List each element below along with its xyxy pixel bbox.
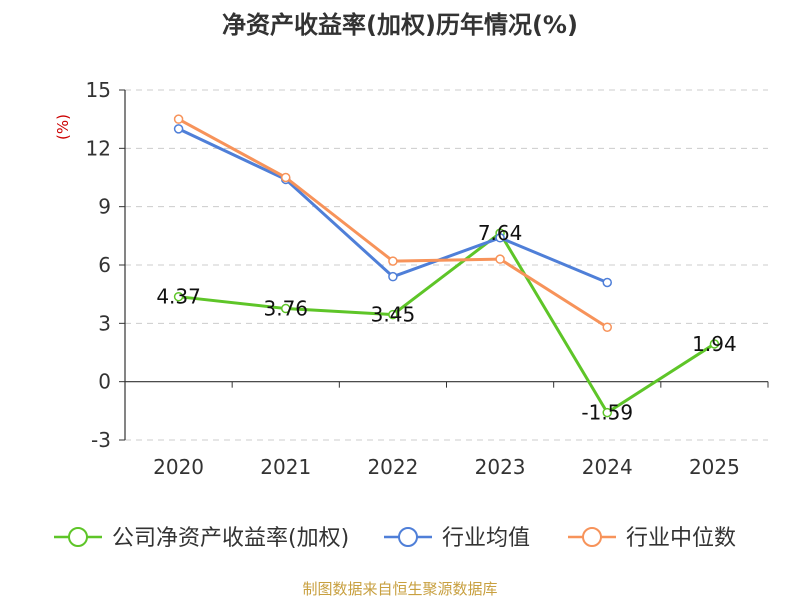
data-point: [173, 114, 184, 124]
data-label: 3.76: [263, 297, 308, 321]
legend-label: 行业中位数: [626, 526, 736, 551]
data-label: 1.94: [692, 332, 737, 356]
legend-marker: [68, 527, 88, 547]
x-tick-label: 2025: [689, 455, 740, 479]
axes: [119, 89, 769, 441]
data-point: [495, 233, 505, 243]
data-label: 7.64: [478, 221, 523, 245]
legend: 公司净资产收益率(加权) 行业均值 行业中位数: [54, 526, 736, 551]
data-point: [602, 322, 612, 332]
data-point: [388, 309, 398, 320]
x-tick-labels: 2020 2021 2022 2023 2024 2025: [153, 455, 740, 479]
data-point: [173, 291, 184, 302]
y-tick-label: 0: [98, 370, 111, 394]
data-labels: 4.37 3.76 3.45 7.64 -1.59 1.94: [156, 221, 736, 424]
legend-marker: [582, 527, 602, 547]
data-point: [173, 124, 184, 134]
y-tick-label: 6: [98, 253, 111, 277]
data-point: [709, 339, 720, 349]
y-tick-label: 15: [86, 78, 111, 102]
grid-lines: [125, 89, 768, 441]
legend-label: 行业均值: [442, 526, 530, 551]
chart-title: 净资产收益率(加权)历年情况(%): [222, 11, 578, 39]
data-point: [495, 254, 505, 264]
x-tick-label: 2023: [475, 455, 526, 479]
legend-label: 公司净资产收益率(加权): [112, 526, 349, 551]
y-tick-label: 3: [98, 311, 111, 335]
series-line: [178, 231, 716, 415]
data-point: [388, 271, 398, 282]
data-point: [388, 256, 398, 266]
y-tick-label: -3: [91, 428, 111, 452]
data-point: [602, 407, 612, 418]
data-point: [281, 303, 291, 314]
x-tick-label: 2022: [367, 455, 418, 479]
data-label: 4.37: [156, 285, 201, 309]
y-axis-unit: (%): [54, 114, 72, 140]
x-tick-label: 2021: [260, 455, 311, 479]
y-tick-label: 9: [98, 195, 111, 219]
data-point: [602, 277, 612, 288]
source-note: 制图数据来自恒生聚源数据库: [302, 580, 497, 598]
x-tick-label: 2020: [153, 455, 204, 479]
y-tick-label: 12: [86, 136, 111, 160]
data-label: -1.59: [581, 401, 633, 425]
data-label: 3.45: [371, 303, 416, 327]
series-line: [177, 117, 609, 329]
data-point: [281, 172, 291, 183]
legend-marker: [398, 527, 418, 547]
y-tick-labels: 15 12 9 6 3 0 -3: [86, 78, 111, 452]
x-tick-label: 2024: [582, 455, 633, 479]
series-lines: [173, 114, 720, 418]
